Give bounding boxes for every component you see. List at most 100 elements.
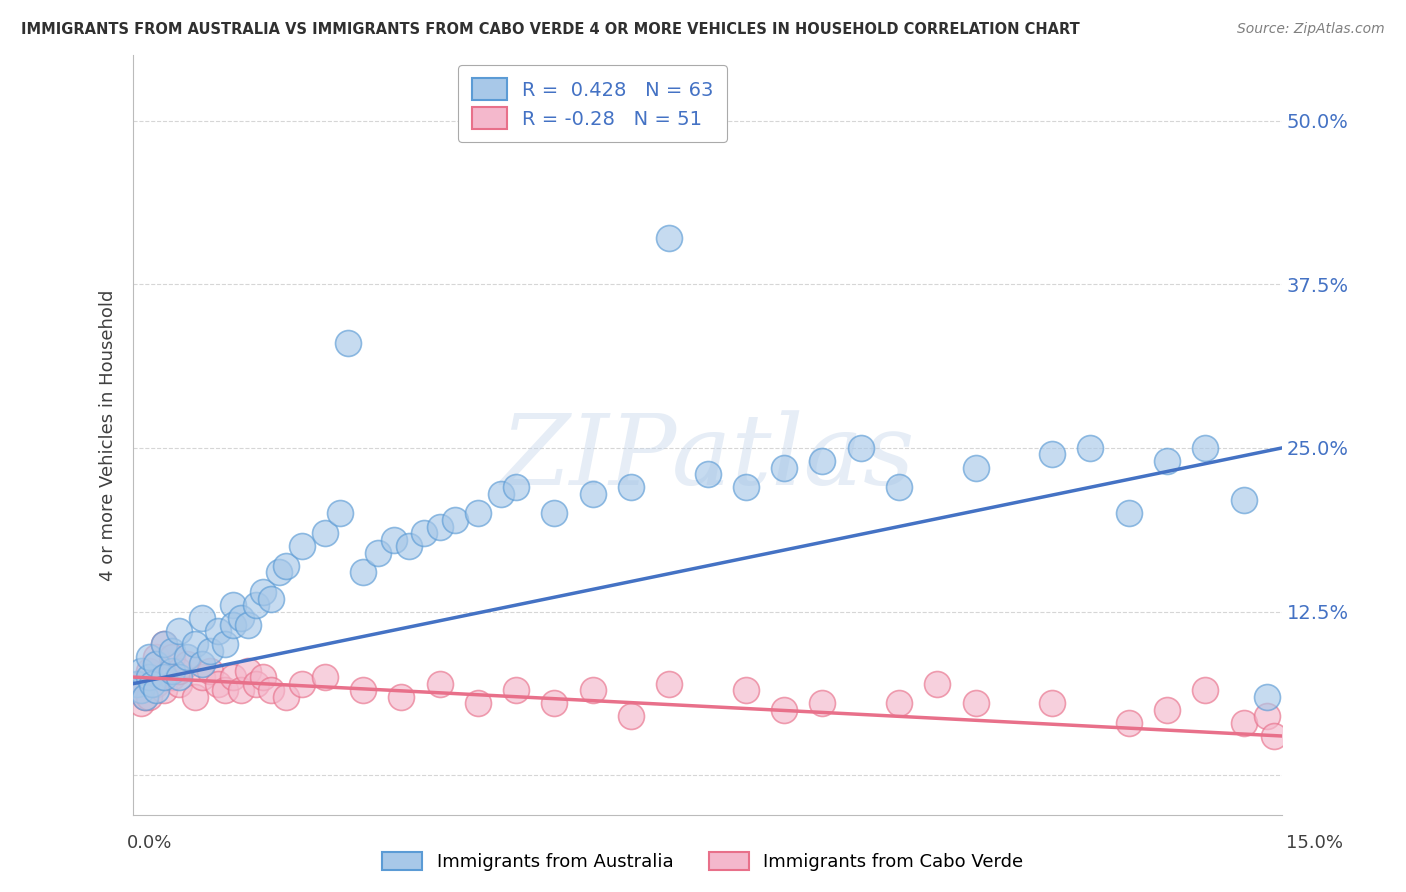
Point <box>389 690 412 704</box>
Point <box>214 637 236 651</box>
Point <box>191 611 214 625</box>
Point <box>1232 715 1254 730</box>
Point <box>336 336 359 351</box>
Point <box>1156 703 1178 717</box>
Point <box>127 683 149 698</box>
Point <box>773 460 796 475</box>
Legend: R =  0.428   N = 63, R = -0.28   N = 51: R = 0.428 N = 63, R = -0.28 N = 51 <box>458 65 727 142</box>
Point <box>191 670 214 684</box>
Point <box>773 703 796 717</box>
Point <box>129 676 152 690</box>
Point <box>1194 441 1216 455</box>
Text: 15.0%: 15.0% <box>1285 834 1343 852</box>
Point <box>260 683 283 698</box>
Point <box>145 676 167 690</box>
Text: IMMIGRANTS FROM AUSTRALIA VS IMMIGRANTS FROM CABO VERDE 4 OR MORE VEHICLES IN HO: IMMIGRANTS FROM AUSTRALIA VS IMMIGRANTS … <box>21 22 1080 37</box>
Point <box>207 624 229 639</box>
Point <box>153 683 176 698</box>
Point <box>169 670 191 684</box>
Point <box>734 480 756 494</box>
Point <box>1080 441 1102 455</box>
Point <box>134 690 156 704</box>
Point <box>198 664 221 678</box>
Point <box>176 650 198 665</box>
Point <box>153 670 176 684</box>
Point <box>127 676 149 690</box>
Point <box>153 637 176 651</box>
Point <box>229 611 252 625</box>
Point <box>965 696 987 710</box>
Point <box>141 676 163 690</box>
Point <box>811 454 834 468</box>
Point <box>1232 493 1254 508</box>
Point <box>543 696 565 710</box>
Point <box>222 670 245 684</box>
Point <box>734 683 756 698</box>
Point <box>1040 448 1063 462</box>
Text: ZIPatlas: ZIPatlas <box>501 410 915 505</box>
Point <box>160 670 183 684</box>
Point <box>138 690 160 704</box>
Point <box>129 696 152 710</box>
Point <box>658 231 681 245</box>
Point <box>245 598 267 612</box>
Point <box>582 683 605 698</box>
Point <box>887 480 910 494</box>
Point <box>260 591 283 606</box>
Point <box>238 664 260 678</box>
Point <box>543 507 565 521</box>
Point <box>138 670 160 684</box>
Point <box>198 644 221 658</box>
Point <box>229 683 252 698</box>
Point <box>505 480 527 494</box>
Point <box>238 617 260 632</box>
Point <box>489 487 512 501</box>
Text: Source: ZipAtlas.com: Source: ZipAtlas.com <box>1237 22 1385 37</box>
Point <box>927 676 949 690</box>
Point <box>183 690 205 704</box>
Point <box>160 650 183 665</box>
Point <box>367 546 389 560</box>
Point <box>183 637 205 651</box>
Point <box>214 683 236 698</box>
Point <box>398 539 420 553</box>
Point <box>1194 683 1216 698</box>
Point <box>314 526 336 541</box>
Point <box>467 696 489 710</box>
Point <box>267 566 290 580</box>
Point <box>222 598 245 612</box>
Point <box>1156 454 1178 468</box>
Point <box>276 558 298 573</box>
Y-axis label: 4 or more Vehicles in Household: 4 or more Vehicles in Household <box>100 289 117 581</box>
Point <box>153 637 176 651</box>
Point <box>413 526 436 541</box>
Point <box>658 676 681 690</box>
Point <box>291 539 314 553</box>
Point <box>382 533 405 547</box>
Point <box>160 664 183 678</box>
Point <box>169 664 191 678</box>
Point <box>887 696 910 710</box>
Point <box>1256 709 1278 723</box>
Point <box>138 664 160 678</box>
Point <box>245 676 267 690</box>
Point <box>1118 507 1140 521</box>
Point <box>276 690 298 704</box>
Point <box>252 670 274 684</box>
Point <box>352 566 374 580</box>
Point <box>207 676 229 690</box>
Point <box>314 670 336 684</box>
Point <box>696 467 718 482</box>
Point <box>620 480 643 494</box>
Point <box>145 650 167 665</box>
Point <box>169 676 191 690</box>
Point <box>467 507 489 521</box>
Point <box>965 460 987 475</box>
Point <box>582 487 605 501</box>
Point <box>444 513 467 527</box>
Point <box>129 683 152 698</box>
Point <box>1118 715 1140 730</box>
Point <box>160 644 183 658</box>
Point <box>1256 690 1278 704</box>
Point <box>191 657 214 671</box>
